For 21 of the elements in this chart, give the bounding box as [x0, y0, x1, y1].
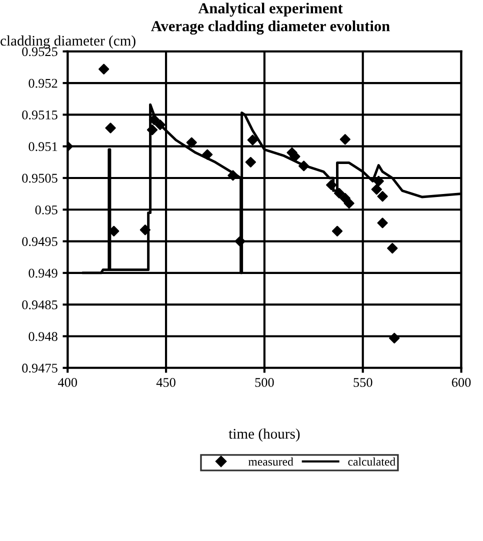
legend-label: measured [248, 457, 294, 466]
x-tick-label: 450 [156, 378, 176, 387]
x-tick-label: 550 [354, 378, 372, 387]
y-tick-label: 0.952 [28, 78, 58, 88]
y-tick-label: 0.95 [35, 205, 58, 214]
chart-title: Analytical experiment [198, 2, 343, 17]
y-tick-label: 0.9475 [22, 364, 58, 373]
x-tick-label: 500 [255, 378, 274, 387]
legend-label: calculated [348, 457, 396, 466]
y-tick-label: 0.9515 [22, 110, 58, 120]
y-tick-label: 0.948 [28, 332, 58, 341]
x-axis-title: time (hours) [228, 428, 300, 442]
x-tick-label: 600 [452, 378, 471, 387]
y-tick-label: 0.949 [28, 268, 58, 278]
y-tick-label: 0.9485 [22, 300, 58, 310]
y-tick-label: 0.9495 [22, 237, 58, 246]
y-tick-label: 0.951 [28, 142, 58, 152]
x-tick-label: 400 [58, 378, 78, 387]
y-tick-label: 0.9525 [22, 47, 58, 56]
chart-subtitle: Average cladding diameter evolution [151, 20, 390, 35]
y-tick-label: 0.9505 [22, 174, 58, 183]
